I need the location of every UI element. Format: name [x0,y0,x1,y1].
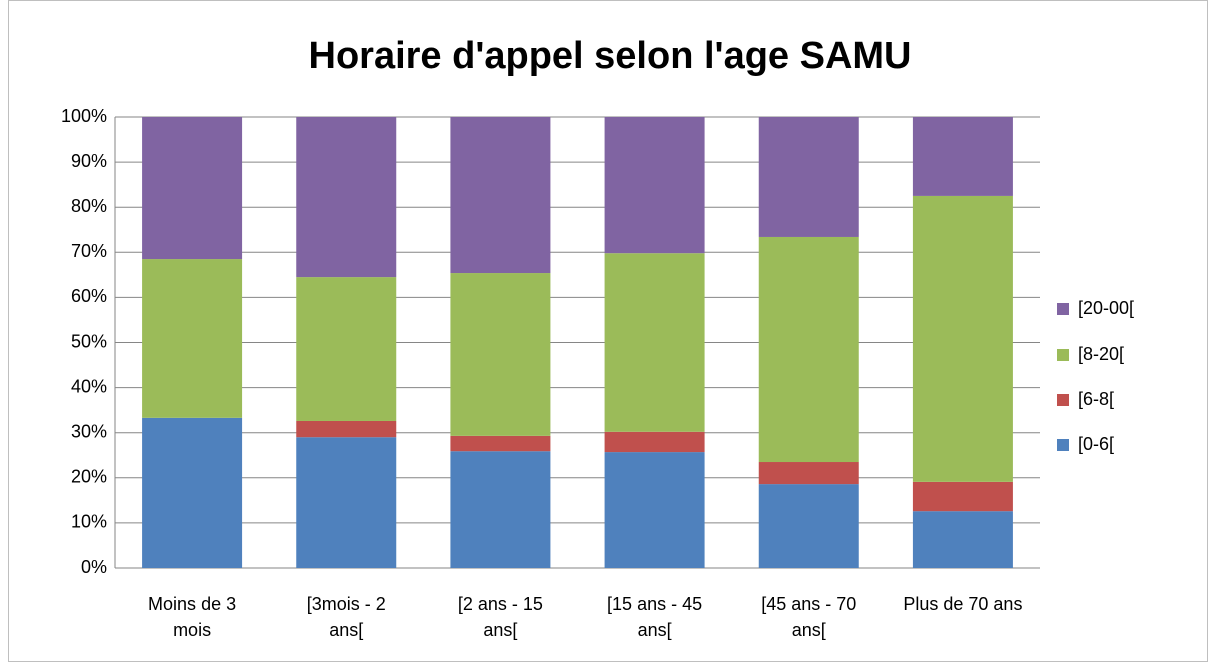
legend-label: [8-20[ [1078,344,1124,364]
y-tick-label: 70% [71,241,107,261]
bar-segment [758,236,859,463]
bar-segment [912,195,1013,482]
y-tick-label: 60% [71,286,107,306]
bar-segment [296,277,397,421]
legend-swatch [1057,349,1069,361]
bar-segment [912,511,1013,568]
legend-swatch [1057,303,1069,315]
legend-label: [6-8[ [1078,389,1114,409]
bar-segment [912,481,1013,512]
legend-swatch [1057,439,1069,451]
bar-segment [758,462,859,485]
bar-segment [604,431,705,453]
legend-label: [20-00[ [1078,298,1134,318]
bar-segment [142,417,243,568]
bar-segment [450,117,551,274]
legend-label: [0-6[ [1078,434,1114,454]
bar-segment [450,273,551,436]
y-tick-label: 100% [61,106,107,126]
y-tick-label: 40% [71,376,107,396]
x-tick-label: Moins de 3 mois [148,594,236,640]
bar-segment [604,117,705,254]
bar-segment [758,117,859,237]
x-tick-label: [45 ans - 70 ans[ [761,594,856,640]
legend-swatch [1057,394,1069,406]
y-tick-label: 0% [81,557,107,577]
bar-segment [142,117,243,260]
bar-segment [450,435,551,452]
y-tick-label: 30% [71,421,107,441]
y-tick-label: 80% [71,196,107,216]
y-tick-label: 10% [71,512,107,532]
bar-segment [450,451,551,568]
y-tick-label: 90% [71,151,107,171]
y-tick-label: 50% [71,331,107,351]
bar-segment [142,259,243,418]
chart-title: Horaire d'appel selon l'age SAMU [309,35,912,77]
bar-segment [604,452,705,568]
x-tick-label: Plus de 70 ans [903,594,1022,614]
x-tick-label: [3mois - 2 ans[ [307,594,386,640]
y-tick-label: 20% [71,467,107,487]
bar-segment [912,117,1013,196]
bar-segment [296,420,397,438]
x-tick-label: [15 ans - 45 ans[ [607,594,702,640]
bar-segment [758,484,859,568]
bar-segment [604,253,705,432]
x-tick-label: [2 ans - 15 ans[ [458,594,543,640]
bar-segment [296,437,397,568]
bar-segment [296,117,397,278]
